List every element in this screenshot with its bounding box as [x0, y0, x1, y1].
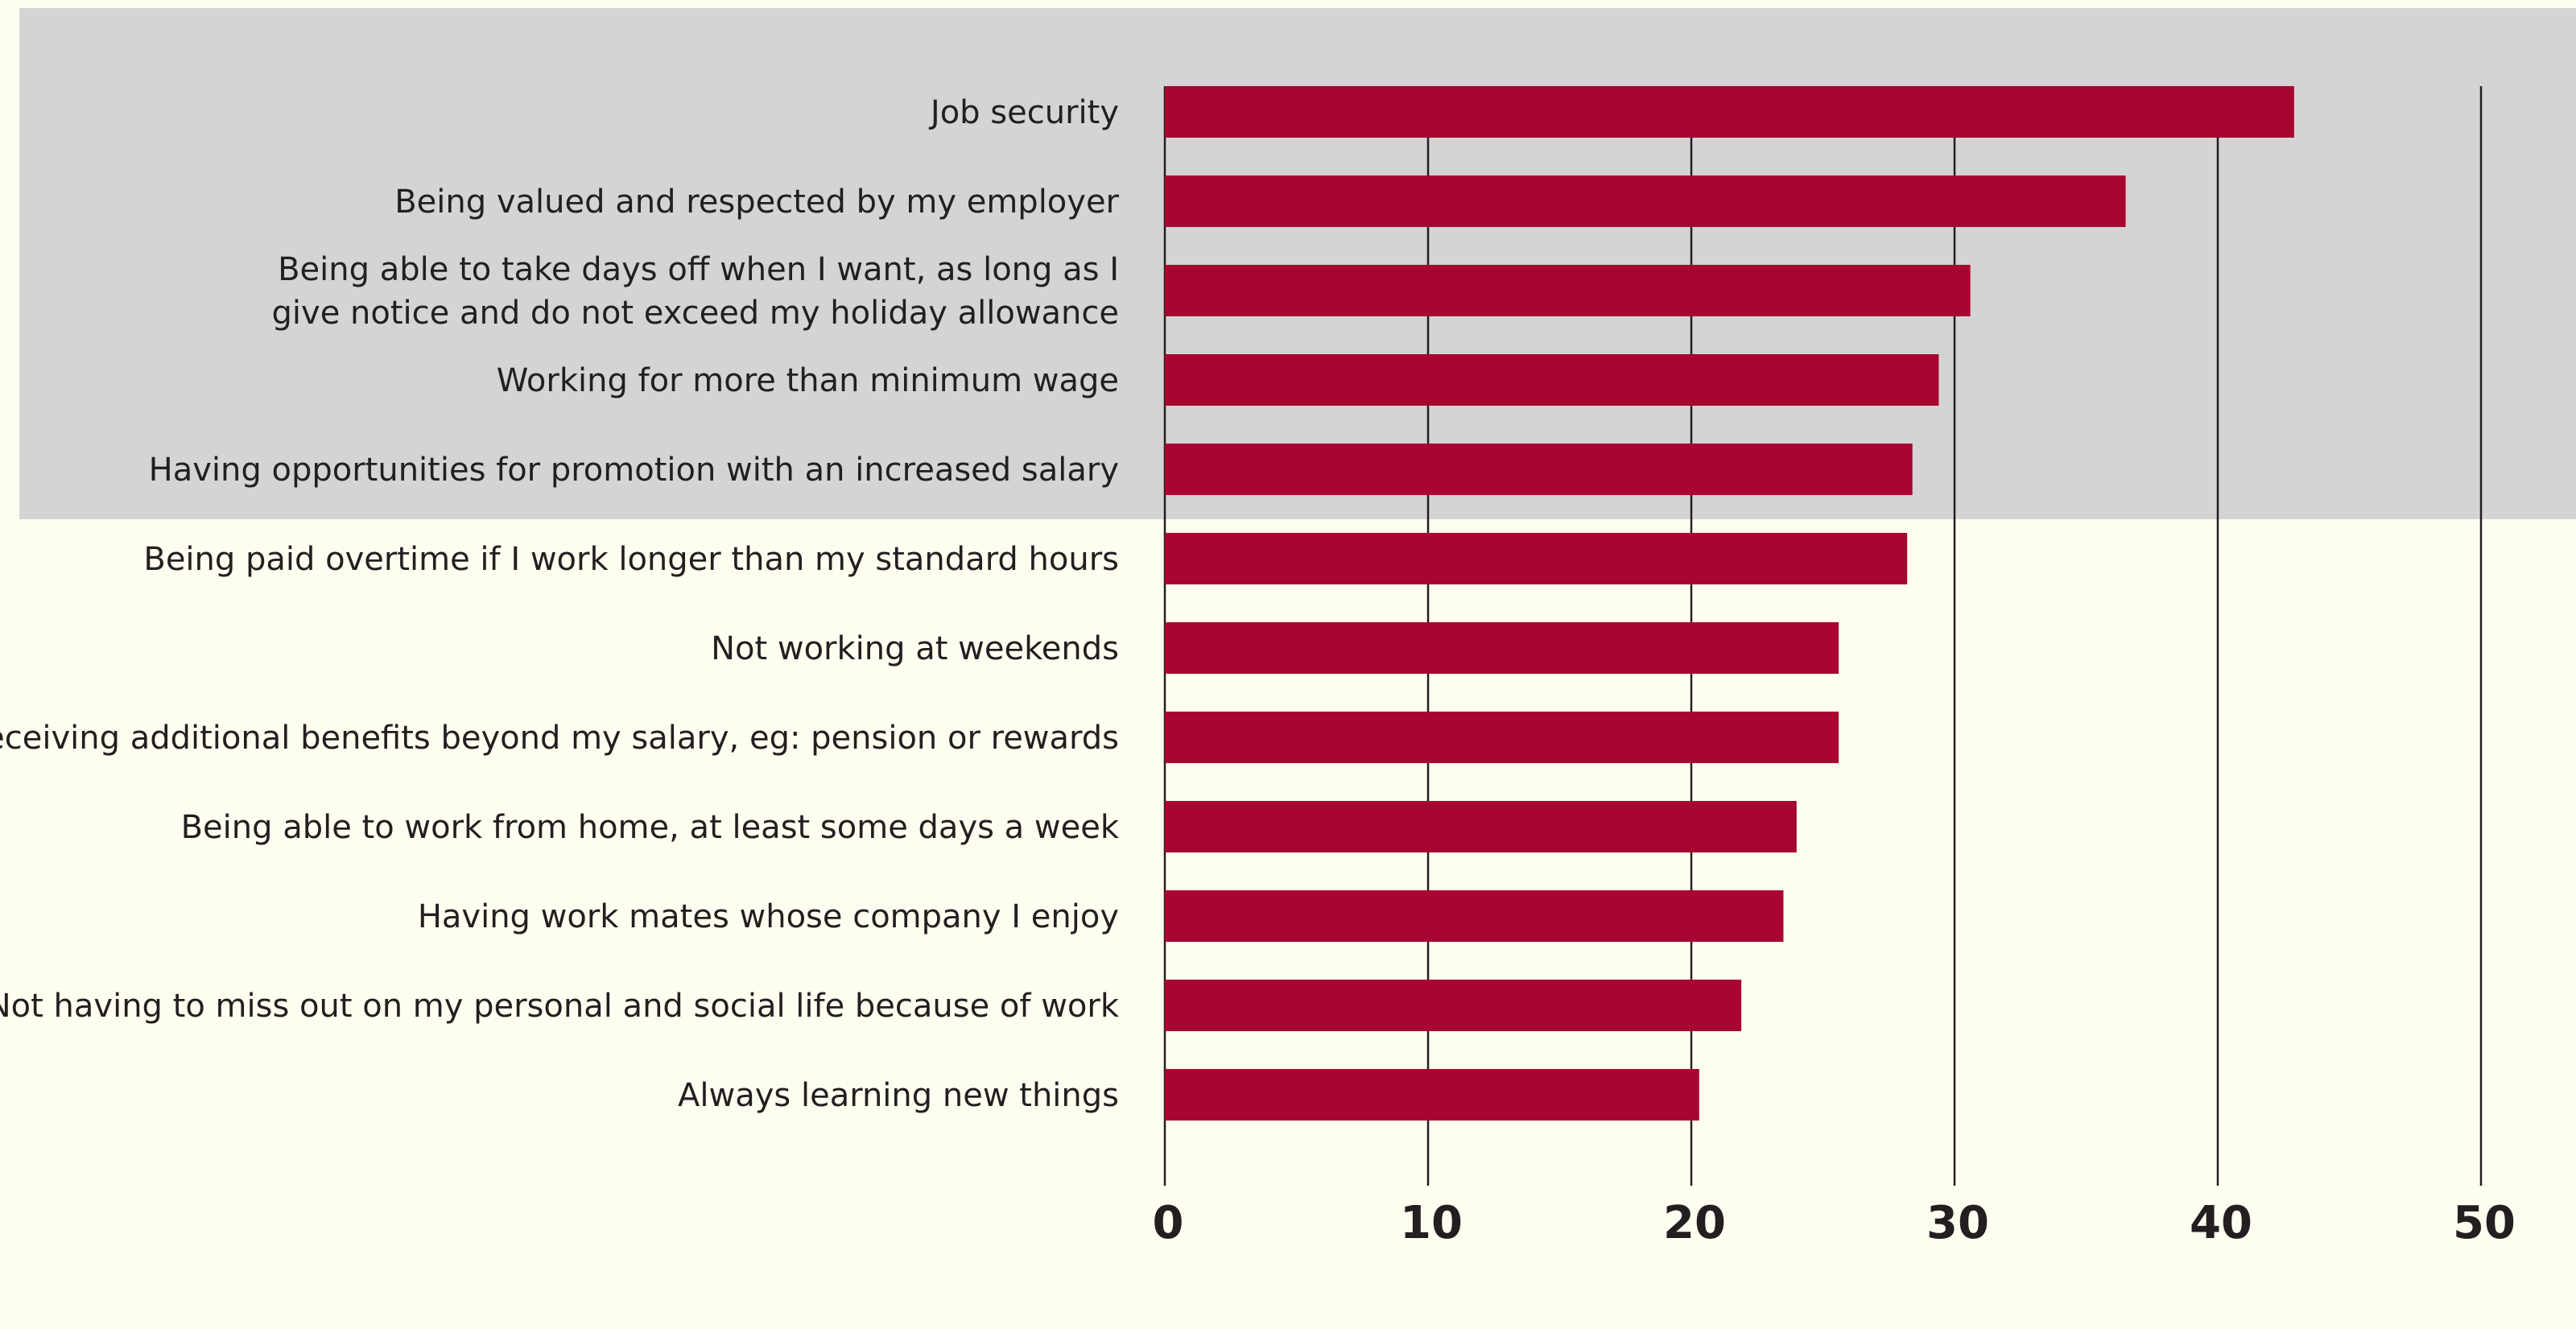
x-axis-tick-labels: 0 10 20 30 40 50 — [1153, 1197, 2516, 1249]
category-label-line: Not working at weekends — [711, 630, 1119, 667]
category-label-line: Receiving additional benefits beyond my … — [0, 720, 1119, 757]
bar-10 — [1165, 890, 1784, 942]
bar-5 — [1165, 444, 1913, 495]
category-label-line: Being able to work from home, at least s… — [181, 809, 1120, 846]
category-label-line: Not having to miss out on my personal an… — [0, 988, 1120, 1025]
bar-6 — [1165, 533, 1908, 584]
bars — [1165, 86, 2294, 1121]
category-label-12: Always learning new things — [678, 1077, 1119, 1114]
x-tick-label-50: 50 — [2453, 1197, 2516, 1249]
category-label-7: Not working at weekends — [711, 630, 1119, 667]
bar-8 — [1165, 712, 1839, 763]
category-label-line: Always learning new things — [678, 1077, 1119, 1114]
category-label-line: Being valued and respected by my employe… — [394, 184, 1119, 221]
category-label-1: Job security — [928, 94, 1119, 131]
bar-9 — [1165, 801, 1797, 852]
category-label-line: Having work mates whose company I enjoy — [418, 898, 1119, 935]
x-tick-label-10: 10 — [1400, 1197, 1463, 1249]
category-label-6: Being paid overtime if I work longer tha… — [143, 541, 1119, 578]
category-label-10: Having work mates whose company I enjoy — [418, 898, 1119, 935]
category-label-4: Working for more than minimum wage — [497, 362, 1119, 399]
category-label-line: Job security — [928, 94, 1119, 131]
x-tick-label-40: 40 — [2190, 1197, 2252, 1249]
category-label-line: Being able to take days off when I want,… — [278, 251, 1119, 288]
category-label-3: Being able to take days off when I want,… — [272, 251, 1119, 332]
category-label-line: Having opportunities for promotion with … — [149, 452, 1119, 489]
x-tick-label-30: 30 — [1926, 1197, 1989, 1249]
bar-1 — [1165, 86, 2294, 138]
category-label-11: Not having to miss out on my personal an… — [0, 988, 1120, 1025]
category-label-line: Being paid overtime if I work longer tha… — [143, 541, 1119, 578]
bar-2 — [1165, 175, 2126, 227]
bar-4 — [1165, 354, 1939, 406]
category-label-8: Receiving additional benefits beyond my … — [0, 720, 1119, 757]
category-label-5: Having opportunities for promotion with … — [149, 452, 1119, 489]
bar-7 — [1165, 622, 1839, 674]
category-label-2: Being valued and respected by my employe… — [394, 184, 1119, 221]
bar-11 — [1165, 980, 1742, 1031]
category-label-line: give notice and do not exceed my holiday… — [272, 295, 1119, 332]
x-tick-label-20: 20 — [1663, 1197, 1726, 1249]
category-label-9: Being able to work from home, at least s… — [181, 809, 1120, 846]
category-label-line: Working for more than minimum wage — [497, 362, 1119, 399]
bar-12 — [1165, 1069, 1699, 1121]
x-tick-label-0: 0 — [1153, 1197, 1184, 1249]
bar-3 — [1165, 265, 1971, 316]
category-labels: Job security Being valued and respected b… — [0, 94, 1120, 1114]
